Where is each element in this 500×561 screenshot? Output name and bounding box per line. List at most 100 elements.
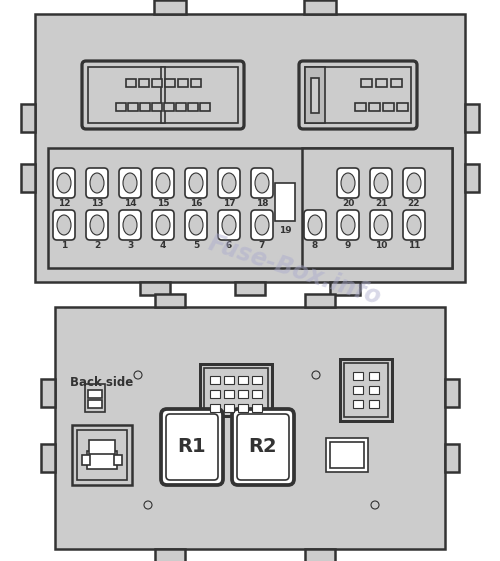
Bar [224, 390, 234, 398]
FancyBboxPatch shape [161, 409, 223, 485]
Ellipse shape [222, 215, 236, 235]
Circle shape [371, 501, 379, 509]
Bar [354, 103, 366, 111]
Bar [238, 376, 248, 384]
Text: 21: 21 [375, 199, 387, 208]
Ellipse shape [374, 215, 388, 235]
Bar [238, 404, 248, 412]
Ellipse shape [123, 173, 137, 193]
Text: 18: 18 [256, 199, 268, 208]
Bar [330, 282, 360, 295]
Ellipse shape [222, 173, 236, 193]
Bar [82, 455, 90, 465]
FancyBboxPatch shape [251, 210, 273, 240]
Ellipse shape [57, 215, 71, 235]
Bar [176, 103, 186, 111]
Text: Back side: Back side [70, 375, 133, 389]
Text: 17: 17 [222, 199, 235, 208]
Bar [126, 79, 136, 87]
Ellipse shape [255, 173, 269, 193]
FancyBboxPatch shape [370, 168, 392, 198]
Bar [210, 390, 220, 398]
Bar [200, 364, 272, 416]
Text: 6: 6 [226, 241, 232, 250]
Bar [224, 404, 234, 412]
Ellipse shape [341, 173, 355, 193]
Bar [302, 148, 452, 268]
Bar [305, 67, 325, 123]
Ellipse shape [407, 215, 421, 235]
Ellipse shape [341, 215, 355, 235]
Circle shape [312, 371, 320, 379]
Bar [85, 384, 105, 412]
Bar [382, 103, 394, 111]
Text: 4: 4 [160, 241, 166, 250]
Bar [72, 425, 132, 485]
Bar [152, 103, 162, 111]
FancyBboxPatch shape [119, 210, 141, 240]
Text: 20: 20 [342, 199, 354, 208]
FancyBboxPatch shape [304, 210, 326, 240]
FancyBboxPatch shape [237, 414, 289, 480]
Bar [304, 0, 336, 14]
Bar [445, 444, 459, 472]
Bar [128, 103, 138, 111]
Bar [154, 0, 186, 14]
FancyBboxPatch shape [337, 168, 359, 198]
Bar [200, 103, 210, 111]
Bar [224, 376, 234, 384]
Ellipse shape [57, 173, 71, 193]
Bar [140, 282, 170, 295]
FancyBboxPatch shape [299, 61, 417, 129]
Ellipse shape [308, 215, 322, 235]
FancyBboxPatch shape [166, 414, 218, 480]
Circle shape [144, 501, 152, 509]
Bar [369, 400, 379, 408]
Bar [89, 440, 115, 454]
FancyBboxPatch shape [53, 210, 75, 240]
Bar [204, 368, 268, 412]
Text: Fuse-Box.info: Fuse-Box.info [206, 231, 384, 309]
Bar [369, 372, 379, 380]
FancyBboxPatch shape [86, 168, 108, 198]
Bar [252, 404, 262, 412]
Bar [140, 103, 150, 111]
Bar [305, 67, 411, 123]
Circle shape [134, 371, 142, 379]
FancyBboxPatch shape [218, 168, 240, 198]
Bar [344, 363, 388, 417]
Bar [77, 430, 127, 480]
Bar [21, 104, 35, 132]
Bar [138, 79, 148, 87]
Bar [155, 549, 185, 561]
Bar [330, 442, 364, 468]
Bar [188, 103, 198, 111]
Text: 7: 7 [259, 241, 265, 250]
Bar [235, 282, 265, 295]
Bar [353, 386, 363, 394]
Bar [305, 294, 335, 307]
Text: 2: 2 [94, 241, 100, 250]
Text: 15: 15 [157, 199, 169, 208]
Bar [178, 79, 188, 87]
Bar [353, 372, 363, 380]
Ellipse shape [90, 215, 104, 235]
Ellipse shape [156, 173, 170, 193]
Text: 16: 16 [190, 199, 202, 208]
Bar [164, 103, 174, 111]
Text: 12: 12 [58, 199, 70, 208]
Bar [238, 390, 248, 398]
Bar [190, 79, 200, 87]
Ellipse shape [255, 215, 269, 235]
Text: 14: 14 [124, 199, 136, 208]
Text: 8: 8 [312, 241, 318, 250]
Text: 11: 11 [408, 241, 420, 250]
FancyBboxPatch shape [218, 210, 240, 240]
FancyBboxPatch shape [337, 210, 359, 240]
FancyBboxPatch shape [185, 210, 207, 240]
Text: 19: 19 [278, 226, 291, 234]
Bar [252, 376, 262, 384]
Bar [114, 455, 122, 465]
Text: R2: R2 [248, 438, 278, 457]
FancyBboxPatch shape [370, 210, 392, 240]
